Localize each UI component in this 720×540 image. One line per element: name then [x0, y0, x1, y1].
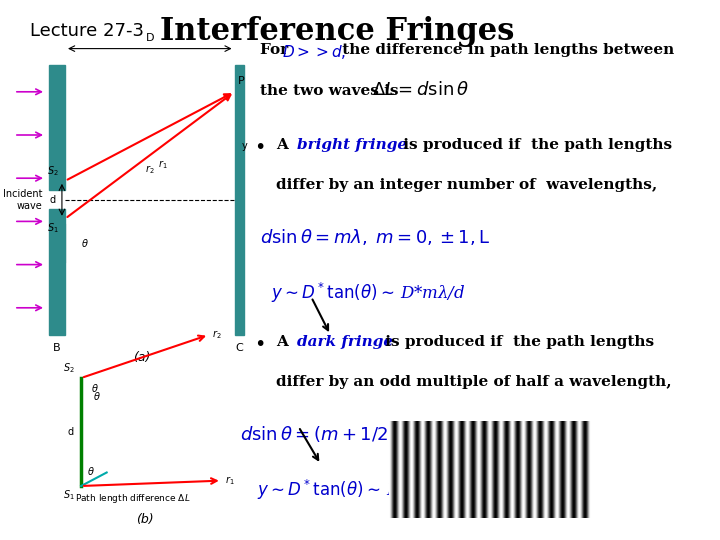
Text: the two waves is: the two waves is	[260, 84, 414, 98]
Text: is produced if  the path lengths: is produced if the path lengths	[380, 335, 654, 349]
Text: A: A	[276, 138, 293, 152]
Bar	[49, 65, 65, 190]
Text: Incident
wave: Incident wave	[4, 189, 42, 211]
Text: d: d	[50, 195, 55, 205]
Text: is produced if  the path lengths: is produced if the path lengths	[397, 138, 672, 152]
Text: $r_2$: $r_2$	[145, 163, 155, 176]
Text: B: B	[53, 343, 61, 353]
Text: •: •	[253, 335, 265, 354]
Text: Path length difference $\Delta L$: Path length difference $\Delta L$	[75, 492, 190, 505]
Text: $\theta$: $\theta$	[91, 381, 99, 394]
Text: the difference in path lengths between: the difference in path lengths between	[337, 43, 674, 57]
Text: d: d	[67, 427, 73, 437]
Bar	[235, 65, 244, 335]
Text: (a): (a)	[133, 351, 150, 364]
Text: differ by an integer number of  wavelengths,: differ by an integer number of wavelengt…	[276, 178, 657, 192]
Text: differ by an odd multiple of half a wavelength,: differ by an odd multiple of half a wave…	[276, 375, 672, 389]
Text: $r_2$: $r_2$	[212, 328, 222, 341]
Text: $y \sim D^*\tan(\theta)\sim\,$D*mλ/d: $y \sim D^*\tan(\theta)\sim\,$D*mλ/d	[271, 281, 466, 305]
Text: $S_1$: $S_1$	[47, 221, 59, 235]
Text: Lecture 27-3: Lecture 27-3	[30, 22, 144, 39]
Text: •: •	[253, 138, 265, 157]
Text: y: y	[242, 141, 248, 151]
Text: P: P	[238, 76, 245, 86]
Text: A: A	[276, 335, 293, 349]
Text: $S_2$: $S_2$	[63, 361, 75, 375]
Text: $D >> d,$: $D >> d,$	[282, 43, 347, 61]
Text: For: For	[260, 43, 294, 57]
Text: bright fringe: bright fringe	[297, 138, 408, 152]
Text: $\Delta L = d\sin\theta$: $\Delta L = d\sin\theta$	[372, 81, 469, 99]
Text: Interference Fringes: Interference Fringes	[160, 16, 514, 47]
Text: $\theta$: $\theta$	[81, 237, 89, 249]
Bar	[49, 210, 65, 335]
Text: $d\sin\theta = m\lambda,\; m = 0, \pm 1, \mathrm{L}$: $d\sin\theta = m\lambda,\; m = 0, \pm 1,…	[260, 227, 490, 247]
Text: $\theta$: $\theta$	[88, 465, 95, 477]
Text: $\theta$: $\theta$	[93, 389, 100, 402]
Text: $y \sim D^*\tan(\theta)\sim\,$D*(m+1/2)λ/d: $y \sim D^*\tan(\theta)\sim\,$D*(m+1/2)λ…	[258, 478, 505, 502]
Text: D: D	[145, 33, 154, 43]
Text: $r_1$: $r_1$	[158, 159, 168, 172]
Text: C: C	[235, 343, 243, 353]
Text: $S_2$: $S_2$	[47, 164, 59, 178]
Text: $r_1$: $r_1$	[225, 474, 235, 487]
Text: dark fringe: dark fringe	[297, 335, 393, 349]
Text: $d\sin\theta = (m+1/2)\lambda,\; m = 0, \pm 1, \mathrm{L}$: $d\sin\theta = (m+1/2)\lambda,\; m = 0, …	[240, 424, 536, 444]
Text: $S_1$: $S_1$	[63, 489, 75, 503]
Text: (b): (b)	[136, 513, 154, 526]
